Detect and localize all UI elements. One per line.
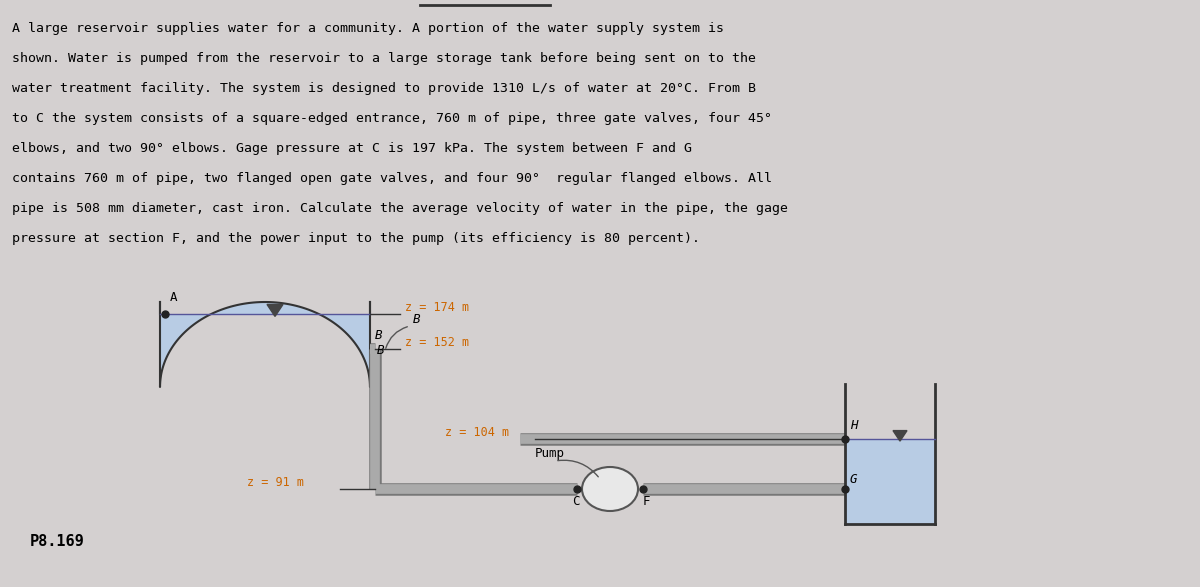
Text: shown. Water is pumped from the reservoir to a large storage tank before being s: shown. Water is pumped from the reservoi… (12, 52, 756, 65)
Text: F: F (643, 495, 650, 508)
Text: C: C (572, 495, 580, 508)
Text: pressure at section F, and the power input to the pump (its efficiency is 80 per: pressure at section F, and the power inp… (12, 232, 700, 245)
Text: z = 104 m: z = 104 m (445, 426, 509, 439)
Text: water treatment facility. The system is designed to provide 1310 L/s of water at: water treatment facility. The system is … (12, 82, 756, 95)
Text: Pump: Pump (535, 447, 565, 460)
Polygon shape (266, 305, 283, 316)
Polygon shape (845, 439, 935, 524)
Text: z = 152 m: z = 152 m (406, 336, 469, 349)
Text: to C the system consists of a square-edged entrance, 760 m of pipe, three gate v: to C the system consists of a square-edg… (12, 112, 772, 125)
Text: contains 760 m of pipe, two flanged open gate valves, and four 90°  regular flan: contains 760 m of pipe, two flanged open… (12, 172, 772, 185)
Text: G: G (850, 473, 858, 486)
Text: H: H (850, 419, 858, 432)
Polygon shape (893, 431, 907, 441)
Text: B: B (374, 329, 383, 342)
Text: A large reservoir supplies water for a community. A portion of the water supply : A large reservoir supplies water for a c… (12, 22, 724, 35)
Text: z = 91 m: z = 91 m (247, 476, 304, 489)
Ellipse shape (582, 467, 638, 511)
Text: elbows, and two 90° elbows. Gage pressure at C is 197 kPa. The system between F : elbows, and two 90° elbows. Gage pressur… (12, 142, 692, 155)
Text: pipe is 508 mm diameter, cast iron. Calculate the average velocity of water in t: pipe is 508 mm diameter, cast iron. Calc… (12, 202, 788, 215)
Polygon shape (160, 302, 370, 387)
Text: B: B (377, 344, 384, 357)
Text: A: A (170, 291, 178, 304)
Text: z = 174 m: z = 174 m (406, 301, 469, 314)
Text: P8.169: P8.169 (30, 534, 85, 549)
Text: B: B (413, 313, 420, 326)
